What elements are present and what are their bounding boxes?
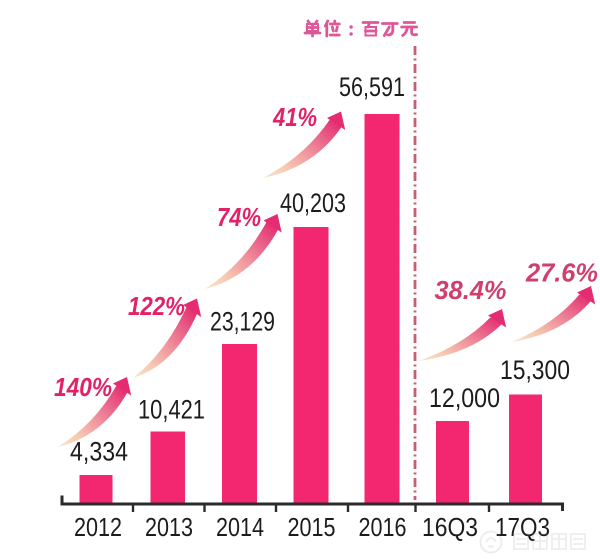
svg-text:10,421: 10,421 [138,395,205,425]
svg-text:122%: 122% [128,291,185,321]
svg-text:12,000: 12,000 [429,383,500,413]
svg-text:27.6%: 27.6% [525,258,598,288]
svg-text:23,129: 23,129 [210,307,275,337]
svg-text:2012: 2012 [74,514,122,542]
svg-text:40,203: 40,203 [280,188,346,218]
svg-text:4,334: 4,334 [70,437,128,467]
svg-text:2015: 2015 [288,514,336,542]
svg-text:56,591: 56,591 [339,72,405,102]
svg-text:140%: 140% [54,372,112,402]
svg-text:2014: 2014 [216,514,264,542]
svg-text:38.4%: 38.4% [435,275,507,305]
svg-text:74%: 74% [217,202,261,232]
svg-text:16Q3: 16Q3 [422,514,478,542]
svg-text:2013: 2013 [145,514,193,542]
svg-text:15,300: 15,300 [500,355,570,385]
svg-text:17Q3: 17Q3 [495,514,550,542]
svg-text:2016: 2016 [359,514,407,542]
svg-text:41%: 41% [272,102,317,132]
